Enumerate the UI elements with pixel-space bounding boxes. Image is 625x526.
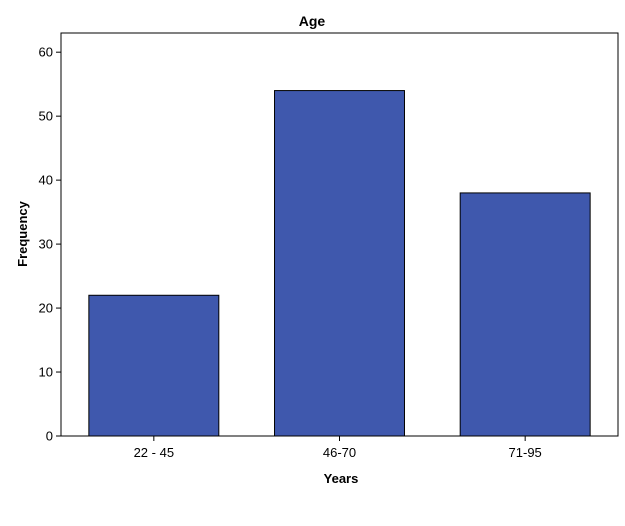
bar-2 xyxy=(274,90,405,437)
y-tick-label: 40 xyxy=(39,173,53,188)
x-axis: 22 - 45 46-70 71-95 xyxy=(134,436,542,460)
y-tick-label: 30 xyxy=(39,237,53,252)
y-axis-title: Frequency xyxy=(15,200,30,267)
y-tick-label: 0 xyxy=(46,429,53,444)
y-tick-label: 20 xyxy=(39,301,53,316)
y-tick-label: 60 xyxy=(39,45,53,60)
y-tick-label: 50 xyxy=(39,109,53,124)
x-tick-label: 71-95 xyxy=(509,445,542,460)
bars-group xyxy=(88,90,591,437)
y-axis: 0 10 20 30 40 50 60 xyxy=(39,45,61,444)
x-tick-label: 22 - 45 xyxy=(134,445,174,460)
bar-3 xyxy=(459,192,591,437)
x-tick-label: 46-70 xyxy=(323,445,356,460)
x-axis-title: Years xyxy=(324,471,359,486)
chart-title: Age xyxy=(299,13,326,29)
y-tick-label: 10 xyxy=(39,365,53,380)
bar-1 xyxy=(88,294,220,437)
